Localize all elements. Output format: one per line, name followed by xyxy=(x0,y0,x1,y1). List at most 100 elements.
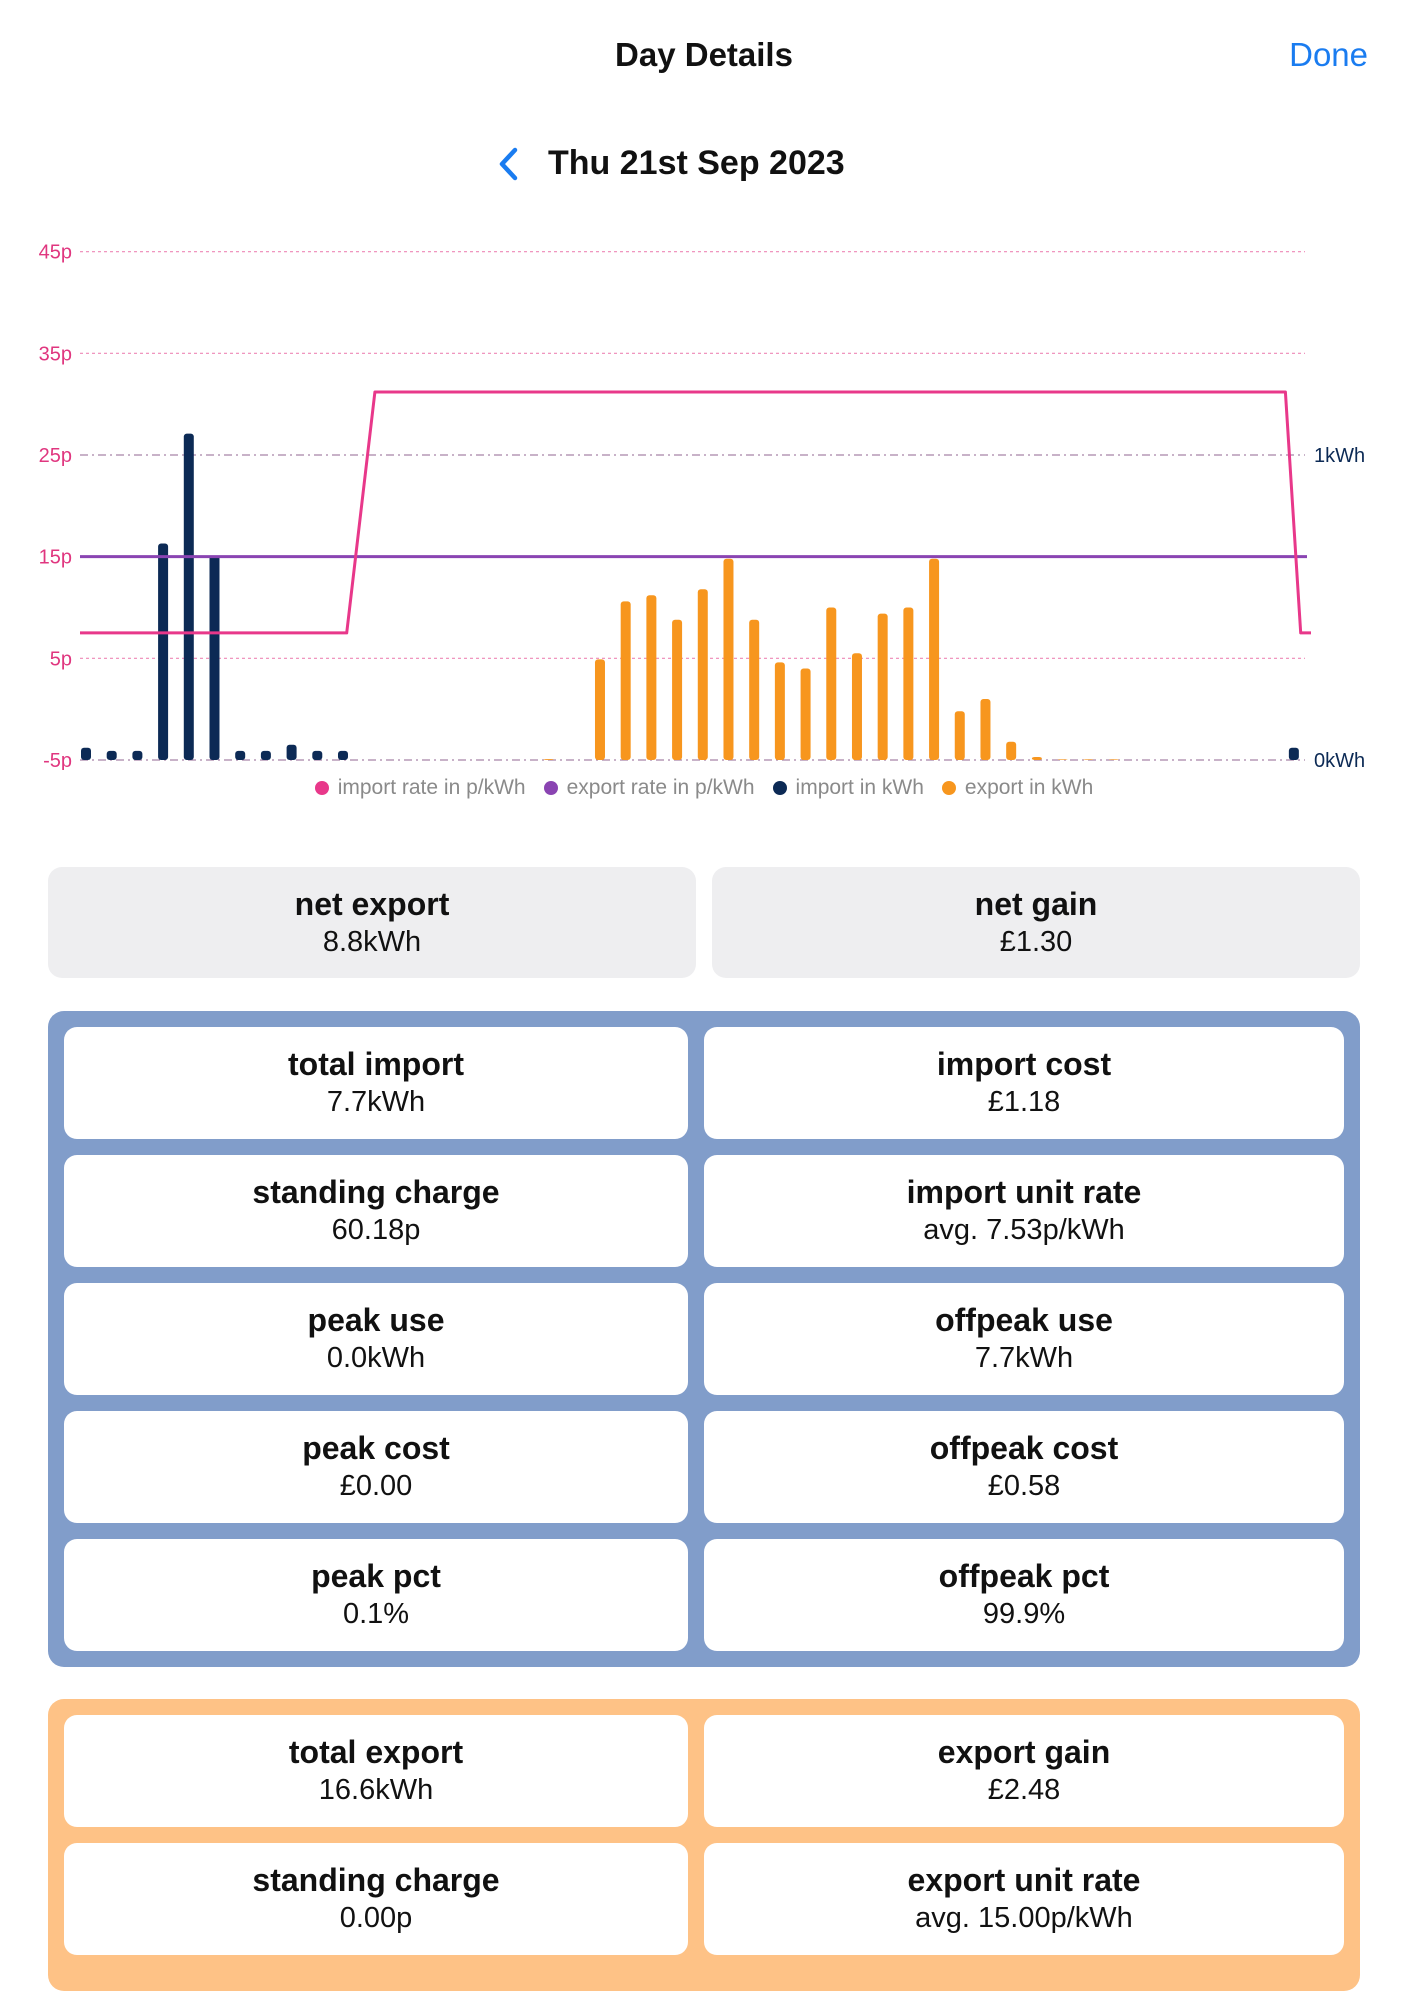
tile-value: 7.7kWh xyxy=(974,1342,1074,1374)
export-bar xyxy=(594,659,605,760)
import-bar xyxy=(312,750,323,760)
import-bar xyxy=(81,747,91,760)
legend-label: import in kWh xyxy=(795,776,924,799)
tile-label: net gain xyxy=(974,885,1098,922)
date-label: Thu 21st Sep 2023 xyxy=(548,144,845,182)
tile-value: 16.6kWh xyxy=(318,1774,434,1806)
offpeak-cost-tile: offpeak cost £0.58 xyxy=(704,1411,1344,1523)
left-tick-label: 25p xyxy=(39,445,72,467)
navigation-bar: Day Details Done xyxy=(0,0,1408,112)
export-bar xyxy=(980,699,991,760)
net-gain-tile: net gain £1.30 xyxy=(712,867,1360,978)
left-tick-label: 45p xyxy=(39,242,72,264)
done-button[interactable]: Done xyxy=(1289,36,1368,73)
export-bar xyxy=(1006,741,1017,760)
tile-value: £0.00 xyxy=(339,1470,413,1502)
export-bar xyxy=(851,653,862,760)
tile-value: 7.7kWh xyxy=(326,1086,426,1118)
legend-import-rate: import rate in p/kWh xyxy=(314,776,526,800)
tile-value: 8.8kWh xyxy=(322,925,422,958)
tile-label: total import xyxy=(288,1046,464,1082)
export-bar xyxy=(620,601,631,760)
peak-use-tile: peak use 0.0kWh xyxy=(64,1283,688,1395)
export-bar xyxy=(903,607,914,760)
tile-label: import unit rate xyxy=(906,1174,1142,1210)
day-chart: 45p 35p 25p 15p 5p -5p 1kWh 0kWh xyxy=(39,242,1366,770)
export-bar xyxy=(749,619,760,760)
chevron-left-icon xyxy=(499,147,518,181)
left-tick-label: 15p xyxy=(39,547,72,569)
import-section: total import 7.7kWh import cost £1.18 st… xyxy=(48,1011,1360,1667)
export-bar xyxy=(543,759,554,760)
date-navigator: Thu 21st Sep 2023 xyxy=(0,140,1408,190)
peak-pct-tile: peak pct 0.1% xyxy=(64,1539,688,1651)
legend-export-rate: export rate in p/kWh xyxy=(543,776,755,800)
export-bar xyxy=(697,589,708,760)
export-section: total export 16.6kWh export gain £2.48 s… xyxy=(48,1699,1360,1991)
tile-label: standing charge xyxy=(252,1174,500,1210)
import-bar xyxy=(235,750,246,760)
right-tick-label: 1kWh xyxy=(1314,445,1365,467)
previous-day-button[interactable] xyxy=(490,142,530,186)
import-bar xyxy=(183,433,194,760)
legend-label: export rate in p/kWh xyxy=(566,776,755,799)
legend-label: export in kWh xyxy=(964,776,1094,799)
export-bar xyxy=(1057,759,1068,760)
legend-export-kwh: export in kWh xyxy=(941,776,1094,800)
left-tick-label: 5p xyxy=(50,648,72,670)
export-bar xyxy=(1083,759,1094,760)
import-bar xyxy=(106,750,117,760)
page-title: Day Details xyxy=(615,36,793,73)
import-unit-rate-tile: import unit rate avg. 7.53p/kWh xyxy=(704,1155,1344,1267)
tile-value: 0.1% xyxy=(342,1598,410,1630)
import-bar xyxy=(1288,747,1299,760)
left-tick-label: 35p xyxy=(39,343,72,365)
tile-label: total export xyxy=(288,1734,464,1770)
import-bar xyxy=(132,750,143,760)
tile-value: £2.48 xyxy=(987,1774,1061,1806)
chart-legend: import rate in p/kWh export rate in p/kW… xyxy=(0,776,1408,800)
export-bar xyxy=(672,619,683,760)
legend-dot-export-rate xyxy=(543,781,558,795)
tile-label: offpeak pct xyxy=(938,1558,1110,1594)
export-bar xyxy=(826,607,837,760)
export-bar xyxy=(800,668,811,760)
tile-label: export unit rate xyxy=(907,1862,1141,1898)
export-bar xyxy=(1108,759,1119,760)
offpeak-use-tile: offpeak use 7.7kWh xyxy=(704,1283,1344,1395)
standing-charge-tile: standing charge 60.18p xyxy=(64,1155,688,1267)
export-bar xyxy=(723,558,734,760)
export-standing-charge-tile: standing charge 0.00p xyxy=(64,1843,688,1955)
right-tick-label: 0kWh xyxy=(1314,750,1365,770)
export-unit-rate-tile: export unit rate avg. 15.00p/kWh xyxy=(704,1843,1344,1955)
tile-label: standing charge xyxy=(252,1862,500,1898)
tile-label: net export xyxy=(294,885,450,922)
import-bar xyxy=(158,543,169,760)
tile-value: 0.00p xyxy=(339,1902,413,1934)
import-cost-tile: import cost £1.18 xyxy=(704,1027,1344,1139)
tile-value: £0.58 xyxy=(987,1470,1061,1502)
tile-label: import cost xyxy=(936,1046,1112,1082)
total-import-tile: total import 7.7kWh xyxy=(64,1027,688,1139)
tile-value: 99.9% xyxy=(982,1598,1066,1630)
export-bar xyxy=(954,711,965,760)
legend-dot-import-kwh xyxy=(772,781,787,795)
export-gain-tile: export gain £2.48 xyxy=(704,1715,1344,1827)
export-bar xyxy=(877,613,888,760)
import-bar xyxy=(337,750,348,760)
tile-value: avg. 15.00p/kWh xyxy=(915,1902,1133,1934)
offpeak-pct-tile: offpeak pct 99.9% xyxy=(704,1539,1344,1651)
peak-cost-tile: peak cost £0.00 xyxy=(64,1411,688,1523)
export-bar xyxy=(1031,756,1042,760)
left-tick-label: -5p xyxy=(43,750,72,770)
tile-label: peak pct xyxy=(311,1558,441,1594)
total-export-tile: total export 16.6kWh xyxy=(64,1715,688,1827)
tile-label: export gain xyxy=(937,1734,1111,1770)
tile-value: 0.0kWh xyxy=(326,1342,426,1374)
tile-label: peak use xyxy=(307,1302,445,1338)
export-bar xyxy=(774,662,785,760)
tile-label: peak cost xyxy=(302,1430,450,1466)
import-bar xyxy=(260,750,271,760)
tile-label: offpeak cost xyxy=(929,1430,1119,1466)
import-bar xyxy=(209,555,220,760)
